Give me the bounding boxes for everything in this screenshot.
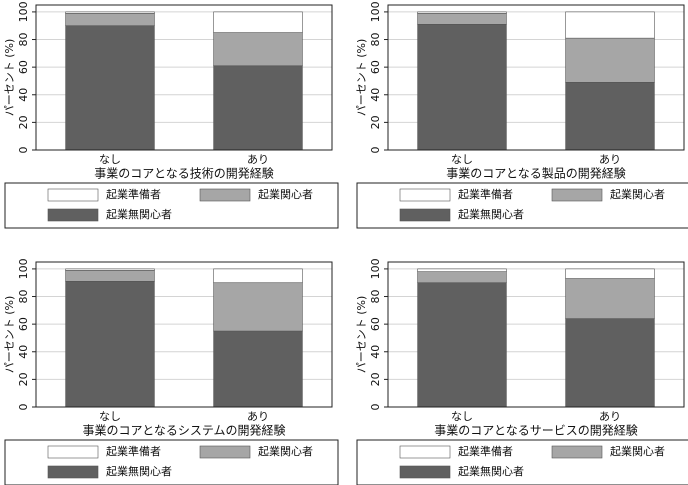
legend-label: 起業関心者 bbox=[610, 445, 665, 458]
legend-label: 起業準備者 bbox=[106, 187, 161, 201]
chart-panel: 0 20 40 60 80 100 パーセント (%) なし あり事業のコアとなる製品の開発経験… bbox=[355, 1, 688, 229]
x-axis-title: 事業のコアとなるシステムの開発経験 bbox=[82, 423, 285, 438]
legend-label: 起業準備者 bbox=[458, 187, 513, 201]
legend-label: 起業準備者 bbox=[106, 444, 161, 458]
y-axis-label: パーセント (%) bbox=[355, 296, 368, 374]
y-tick-label: 100 bbox=[369, 1, 382, 22]
chart-panel: 0 20 40 60 80 100 パーセント (%) なし あり事業のコアとなるシステムの開発… bbox=[3, 258, 339, 485]
y-tick-label: 100 bbox=[369, 258, 382, 279]
legend-swatch bbox=[199, 188, 251, 202]
legend-label: 起業無関心者 bbox=[106, 207, 172, 221]
legend-label: 起業関心者 bbox=[258, 188, 313, 201]
bar-segment bbox=[213, 11, 303, 33]
bar-segment bbox=[213, 65, 303, 151]
bar-segment bbox=[65, 269, 155, 282]
legend-label: 起業関心者 bbox=[610, 188, 665, 201]
bar-segment bbox=[417, 268, 507, 272]
bar-segment bbox=[417, 12, 507, 25]
plot-frame bbox=[387, 261, 685, 408]
bar-segment bbox=[565, 268, 655, 279]
chart-panel: 0 20 40 60 80 100 パーセント (%) なし あり事業のコアとなる技術の開発経験… bbox=[3, 1, 339, 229]
bar-segment bbox=[417, 24, 507, 151]
legend-swatch bbox=[551, 445, 603, 459]
y-tick-label: 60 bbox=[369, 317, 382, 331]
y-axis-label: パーセント (%) bbox=[3, 39, 16, 117]
x-axis-title: 事業のコアとなるサービスの開発経験 bbox=[434, 423, 637, 438]
plot-frame bbox=[387, 4, 685, 151]
legend-swatch bbox=[47, 208, 99, 222]
bar-segment bbox=[213, 330, 303, 408]
y-tick-label: 100 bbox=[17, 258, 30, 279]
y-tick-label: 100 bbox=[17, 1, 30, 22]
y-tick-label: 0 bbox=[369, 147, 382, 154]
legend-swatch bbox=[399, 445, 451, 459]
legend-swatch bbox=[551, 188, 603, 202]
bar-segment bbox=[565, 318, 655, 408]
chart-panel: 0 20 40 60 80 100 パーセント (%) なし あり事業のコアとなるサービスの開発… bbox=[355, 258, 688, 485]
x-tick-label: あり bbox=[247, 153, 269, 166]
y-axis-label: パーセント (%) bbox=[355, 39, 368, 117]
legend-label: 起業無関心者 bbox=[458, 464, 524, 478]
plot-frame bbox=[35, 261, 333, 408]
y-tick-label: 40 bbox=[17, 345, 30, 359]
y-tick-label: 80 bbox=[17, 33, 30, 47]
x-tick-label: なし bbox=[99, 153, 121, 166]
y-tick-label: 60 bbox=[17, 60, 30, 74]
x-tick-label: なし bbox=[451, 153, 473, 166]
y-tick-label: 40 bbox=[17, 88, 30, 102]
bar-segment bbox=[213, 282, 303, 332]
legend-swatch bbox=[399, 208, 451, 222]
y-tick-label: 20 bbox=[17, 372, 30, 386]
y-tick-label: 80 bbox=[369, 290, 382, 304]
legend-label: 起業関心者 bbox=[258, 445, 313, 458]
bar-segment bbox=[417, 11, 507, 14]
bar-segment bbox=[565, 11, 655, 39]
legend-swatch bbox=[399, 465, 451, 479]
y-tick-label: 40 bbox=[369, 88, 382, 102]
y-tick-label: 20 bbox=[369, 115, 382, 129]
y-axis-label: パーセント (%) bbox=[3, 296, 16, 374]
y-tick-label: 20 bbox=[369, 372, 382, 386]
y-tick-label: 0 bbox=[17, 404, 30, 411]
legend-label: 起業無関心者 bbox=[458, 207, 524, 221]
y-tick-label: 80 bbox=[17, 290, 30, 304]
legend-swatch bbox=[199, 445, 251, 459]
x-tick-label: なし bbox=[451, 410, 473, 423]
bar-segment bbox=[417, 282, 507, 408]
x-tick-label: あり bbox=[599, 410, 621, 423]
bar-segment bbox=[417, 271, 507, 284]
bar-segment bbox=[213, 32, 303, 67]
y-tick-label: 80 bbox=[369, 33, 382, 47]
bar-segment bbox=[65, 268, 155, 271]
legend-swatch bbox=[47, 188, 99, 202]
y-tick-label: 60 bbox=[369, 60, 382, 74]
y-tick-label: 0 bbox=[369, 404, 382, 411]
bar-segment bbox=[565, 278, 655, 319]
y-tick-label: 40 bbox=[369, 345, 382, 359]
bar-segment bbox=[565, 37, 655, 83]
y-tick-label: 20 bbox=[17, 115, 30, 129]
bar-segment bbox=[65, 25, 155, 151]
x-tick-label: あり bbox=[599, 153, 621, 166]
plot-frame bbox=[35, 4, 333, 151]
y-tick-label: 0 bbox=[17, 147, 30, 154]
bar-segment bbox=[65, 281, 155, 408]
legend-swatch bbox=[47, 445, 99, 459]
x-tick-label: なし bbox=[99, 410, 121, 423]
bar-segment bbox=[65, 11, 155, 14]
bar-segment bbox=[65, 12, 155, 27]
x-axis-title: 事業のコアとなる製品の開発経験 bbox=[446, 166, 625, 181]
legend-label: 起業無関心者 bbox=[106, 464, 172, 478]
legend-label: 起業準備者 bbox=[458, 444, 513, 458]
legend-swatch bbox=[47, 465, 99, 479]
bar-segment bbox=[213, 268, 303, 284]
legend-swatch bbox=[399, 188, 451, 202]
y-tick-label: 60 bbox=[17, 317, 30, 331]
x-axis-title: 事業のコアとなる技術の開発経験 bbox=[94, 166, 273, 181]
bar-segment bbox=[565, 82, 655, 151]
x-tick-label: あり bbox=[247, 410, 269, 423]
